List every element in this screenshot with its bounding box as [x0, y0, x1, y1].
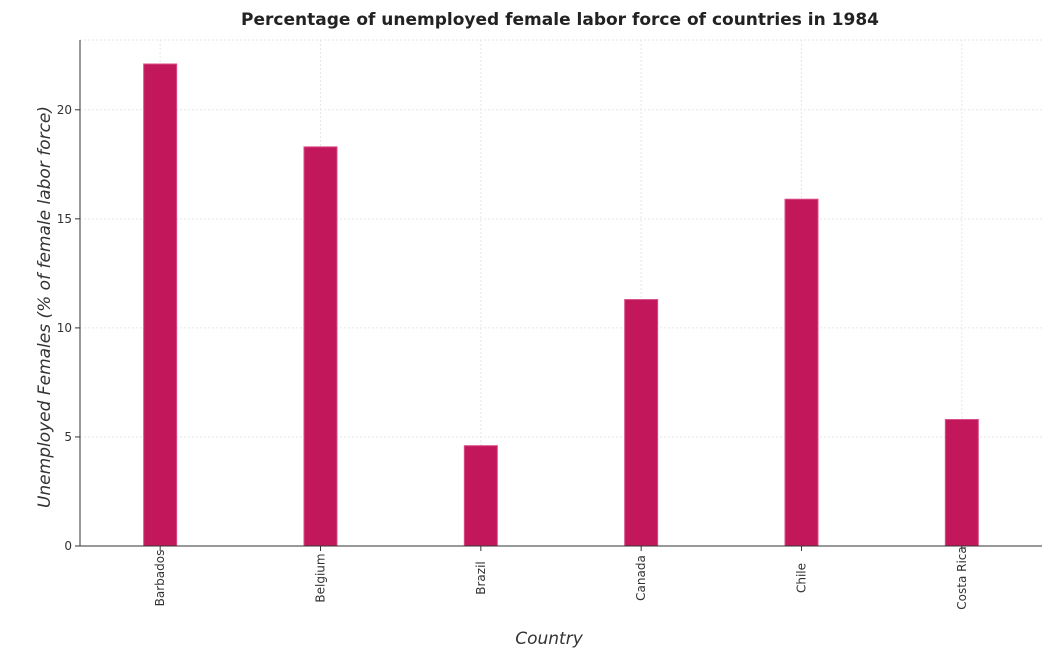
x-tick-label: Chile [795, 563, 809, 593]
bar-barbados [143, 63, 178, 547]
y-tick-label: 10 [57, 321, 72, 335]
bars [143, 63, 979, 547]
grid-lines [80, 39, 1042, 547]
y-tick-label: 15 [57, 212, 72, 226]
x-tick-labels: Barbados Belgium Brazil Canada Chile Costa Ri… [153, 546, 969, 609]
x-axis-label: Country [515, 629, 583, 649]
bar-belgium [303, 146, 338, 547]
axes [75, 40, 1042, 551]
chart-title: Percentage of unemployed female labor fo… [241, 10, 879, 30]
y-tick-labels: 0 5 10 15 20 [57, 103, 72, 553]
y-tick-label: 20 [57, 103, 72, 117]
y-tick-label: 5 [64, 430, 72, 444]
y-tick-label: 0 [64, 539, 72, 553]
x-tick-label: Barbados [153, 550, 167, 607]
x-tick-label: Canada [634, 555, 648, 601]
y-axis-label: Unemployed Females (% of female labor fo… [35, 106, 55, 508]
x-tick-label: Belgium [314, 553, 328, 602]
x-tick-label: Brazil [474, 561, 488, 595]
x-tick-label: Costa Rica [955, 546, 969, 609]
bar-costa-rica [944, 419, 979, 547]
bar-brazil [463, 445, 498, 547]
bar-canada [624, 299, 659, 547]
bar-chile [784, 198, 819, 547]
